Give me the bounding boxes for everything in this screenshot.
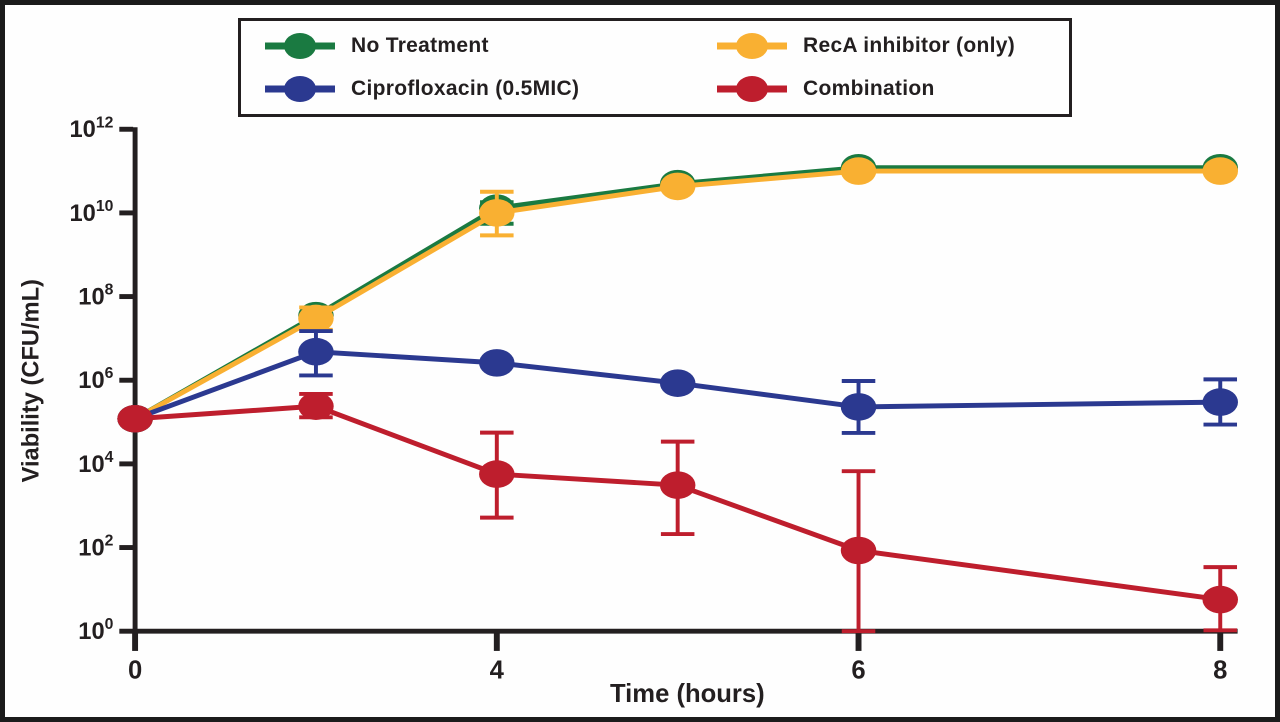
line-marker-icon xyxy=(717,75,787,102)
legend-label: Ciprofloxacin (0.5MIC) xyxy=(351,76,580,100)
data-point-marker xyxy=(298,304,334,333)
line-marker-icon xyxy=(265,75,335,102)
data-point-marker xyxy=(840,536,877,565)
y-tick-label: 106 xyxy=(78,365,113,394)
data-point-marker xyxy=(1202,388,1239,416)
series-combination xyxy=(117,391,1239,634)
data-point-marker xyxy=(840,157,877,185)
series-line xyxy=(134,403,1221,603)
legend-item-ciprofloxacin: Ciprofloxacin (0.5MIC) xyxy=(263,73,715,105)
series-line xyxy=(133,168,1221,421)
x-tick-label: 0 xyxy=(128,657,142,685)
x-axis-title: Time (hours) xyxy=(610,680,765,708)
data-point-marker xyxy=(117,404,153,433)
data-point-marker xyxy=(298,392,334,420)
data-point-marker xyxy=(298,337,334,366)
legend: No Treatment RecA inhibitor (only) Cipro… xyxy=(238,18,1072,117)
data-point-marker xyxy=(659,369,696,397)
axes xyxy=(132,127,1238,634)
data-point-marker xyxy=(1202,585,1239,614)
series-ciprofloxacin-0-5mic xyxy=(117,329,1239,435)
data-point-marker xyxy=(479,460,515,488)
data-point-marker xyxy=(840,393,877,421)
legend-item-no-treatment: No Treatment xyxy=(263,30,715,62)
y-axis-title: Viability (CFU/mL) xyxy=(18,279,44,482)
y-tick-labels: 1012 1010 108 106 104 102 100 xyxy=(70,114,134,645)
x-tick-labels: 0 4 6 8 xyxy=(128,633,1227,685)
legend-label: No Treatment xyxy=(351,34,489,58)
y-tick-label: 108 xyxy=(78,282,113,311)
legend-item-combination: Combination xyxy=(715,73,1069,105)
data-point-marker xyxy=(479,349,515,377)
series-line xyxy=(134,349,1221,422)
chart-canvas: 1012 1010 108 106 104 102 100 0 4 6 8 Time (hours) V… xyxy=(18,114,1239,708)
data-point-marker xyxy=(1202,157,1239,185)
legend-label: Combination xyxy=(803,76,935,100)
y-tick-label: 104 xyxy=(78,449,113,478)
y-tick-label: 1012 xyxy=(70,114,114,143)
y-tick-label: 100 xyxy=(78,616,113,645)
legend-item-reca-inhibitor: RecA inhibitor (only) xyxy=(715,30,1069,62)
y-tick-label: 102 xyxy=(78,533,113,562)
y-tick-label: 1010 xyxy=(70,198,114,227)
legend-label: RecA inhibitor (only) xyxy=(803,34,1016,58)
x-tick-label: 6 xyxy=(851,657,865,685)
data-point-marker xyxy=(479,199,515,227)
x-tick-label: 8 xyxy=(1213,657,1227,685)
data-point-marker xyxy=(659,471,696,499)
line-marker-icon xyxy=(717,33,787,60)
line-marker-icon xyxy=(265,33,335,60)
data-point-marker xyxy=(659,172,696,201)
x-tick-label: 4 xyxy=(490,657,505,685)
